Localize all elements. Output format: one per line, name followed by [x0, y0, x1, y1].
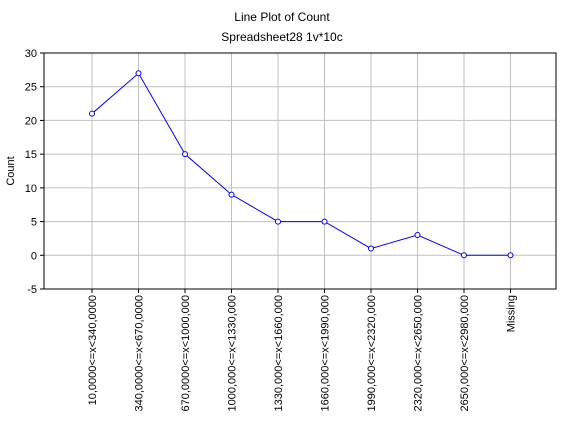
series-line-path	[91, 72, 511, 256]
data-point	[228, 191, 235, 198]
data-point	[461, 252, 467, 259]
series-line	[91, 72, 511, 256]
series-points	[89, 70, 514, 259]
x-tick-label: 340,0000<=x<670,0000	[134, 295, 146, 412]
y-axis-label: Count	[5, 156, 17, 185]
data-point	[182, 151, 188, 158]
chart-title: Line Plot of Count	[234, 10, 330, 24]
y-axis-ticks: -5 0 5 10 15 20 25 30	[25, 48, 44, 296]
data-point	[414, 232, 421, 239]
data-point	[368, 245, 374, 252]
x-tick-label: 2650,000<=x<2980,000	[459, 295, 471, 412]
data-point	[135, 70, 142, 77]
y-tick-label: 25	[25, 82, 37, 94]
data-point	[321, 218, 328, 225]
y-tick-label: 30	[25, 48, 37, 60]
y-tick-label: 10	[25, 183, 37, 195]
x-tick-label: Missing	[506, 295, 518, 332]
data-point	[275, 218, 281, 225]
y-tick-label: 15	[25, 149, 37, 161]
y-tick-label: 0	[31, 250, 37, 262]
x-tick-label: 2320,000<=x<2650,000	[413, 295, 425, 412]
data-point	[89, 110, 95, 117]
y-tick-label: -5	[27, 284, 37, 296]
x-tick-label: 1990,000<=x<2320,000	[366, 295, 378, 412]
chart-subtitle: Spreadsheet28 1v*10c	[221, 30, 342, 44]
data-point	[507, 252, 514, 259]
grid-lines	[44, 53, 556, 289]
x-axis-ticks: 10,0000<=x<340,0000 340,0000<=x<670,0000 6…	[87, 289, 518, 412]
x-tick-label: 1330,000<=x<1660,000	[273, 295, 285, 412]
plot-area-frame	[43, 52, 557, 290]
y-tick-label: 5	[31, 217, 37, 229]
x-tick-label: 1660,000<=x<1990,000	[320, 295, 332, 412]
y-tick-label: 20	[25, 115, 37, 127]
x-tick-label: 1000,000<=x<1330,000	[227, 295, 239, 412]
x-tick-label: 10,0000<=x<340,0000	[87, 295, 99, 405]
x-tick-label: 670,0000<=x<1000,000	[180, 295, 192, 412]
